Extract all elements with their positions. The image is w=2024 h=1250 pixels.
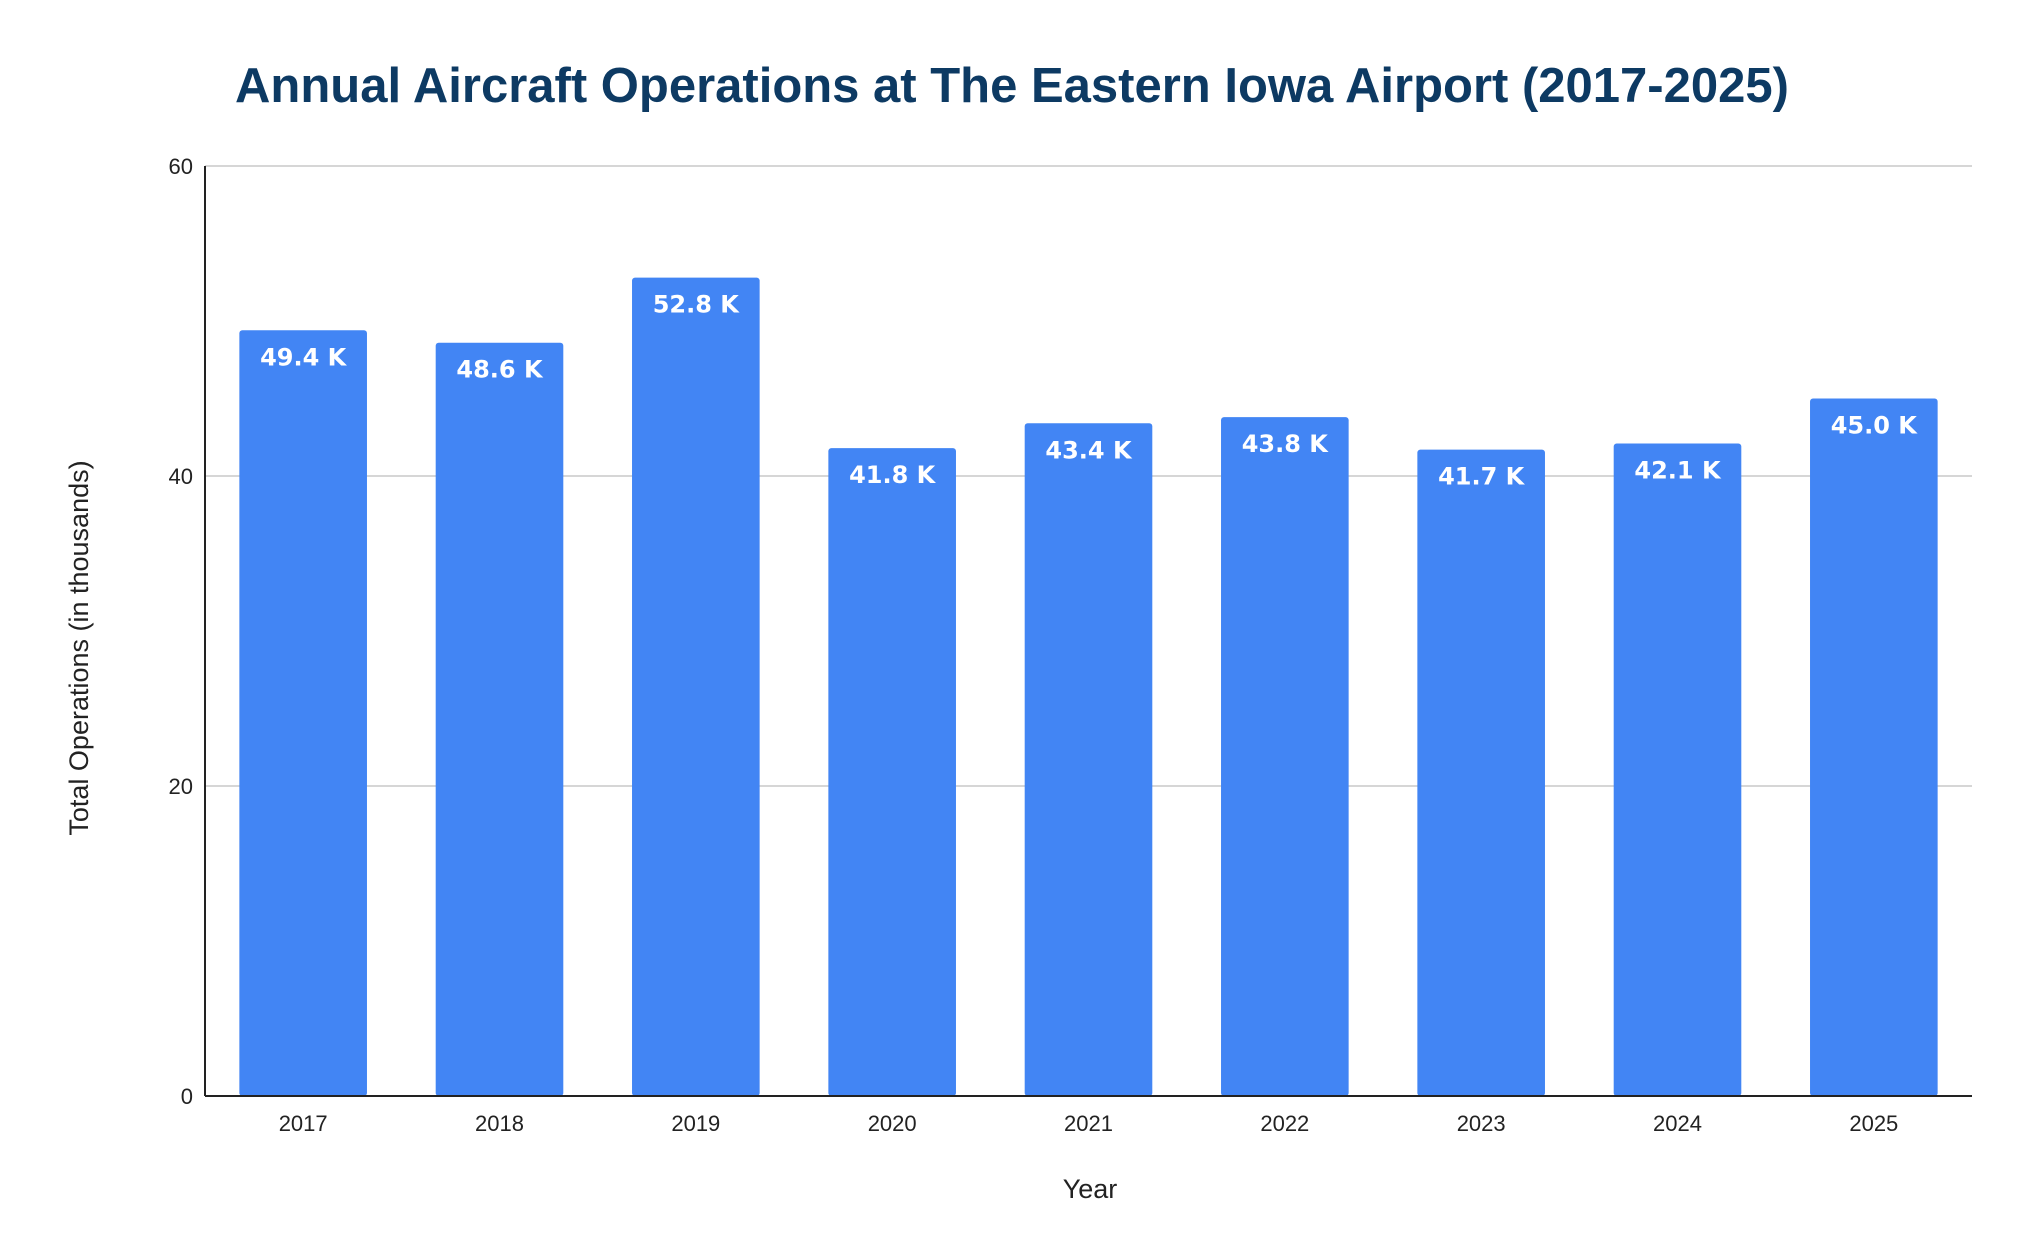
x-tick-label-2020: 2020 <box>868 1111 917 1136</box>
x-tick-label-2017: 2017 <box>279 1111 328 1136</box>
bar-2023 <box>1417 449 1545 1096</box>
y-tick-label: 20 <box>169 774 193 799</box>
x-axis-label: Year <box>1063 1174 1118 1204</box>
x-tick-label-2023: 2023 <box>1457 1111 1506 1136</box>
chart-title: Annual Aircraft Operations at The Easter… <box>235 59 1789 113</box>
data-label-2017: 49.4 K <box>260 343 348 371</box>
bar-2019 <box>632 277 760 1097</box>
data-label-2022: 43.8 K <box>1242 430 1330 458</box>
x-tick-labels: 2017 2018 2019 2020 2021 2022 2023 2024 2025 <box>279 1111 1899 1136</box>
x-tick-label-2022: 2022 <box>1260 1111 1309 1136</box>
y-tick-label: 60 <box>169 154 193 179</box>
axes <box>204 166 1972 1097</box>
data-labels: 49.4 K 48.6 K 52.8 K 41.8 K 43.4 K 43.8 K 41.7… <box>260 291 1918 491</box>
bar-2025 <box>1810 398 1938 1096</box>
y-axis-label: Total Operations (in thousands) <box>64 460 94 835</box>
bar-2020 <box>828 448 956 1097</box>
x-tick-label-2021: 2021 <box>1064 1111 1113 1136</box>
y-tick-labels: 0 20 40 60 <box>169 154 193 1109</box>
x-tick-label-2024: 2024 <box>1653 1111 1702 1136</box>
data-label-2020: 41.8 K <box>849 461 937 489</box>
x-tick-label-2018: 2018 <box>475 1111 524 1136</box>
bar-2018 <box>435 342 564 1096</box>
bar-2017 <box>239 330 367 1096</box>
x-tick-label-2025: 2025 <box>1849 1111 1898 1136</box>
data-label-2023: 41.7 K <box>1438 463 1526 491</box>
data-label-2021: 43.4 K <box>1045 436 1133 464</box>
data-label-2024: 42.1 K <box>1634 456 1722 484</box>
data-label-2018: 48.6 K <box>456 356 544 384</box>
bar-2024 <box>1613 443 1742 1096</box>
bar-2022 <box>1221 417 1349 1097</box>
bars <box>239 277 1938 1097</box>
bar-2021 <box>1024 423 1153 1096</box>
data-label-2019: 52.8 K <box>653 291 741 319</box>
y-tick-label: 0 <box>181 1084 193 1109</box>
x-tick-label-2019: 2019 <box>671 1111 720 1136</box>
data-label-2025: 45.0 K <box>1831 412 1919 440</box>
y-tick-label: 40 <box>169 464 193 489</box>
